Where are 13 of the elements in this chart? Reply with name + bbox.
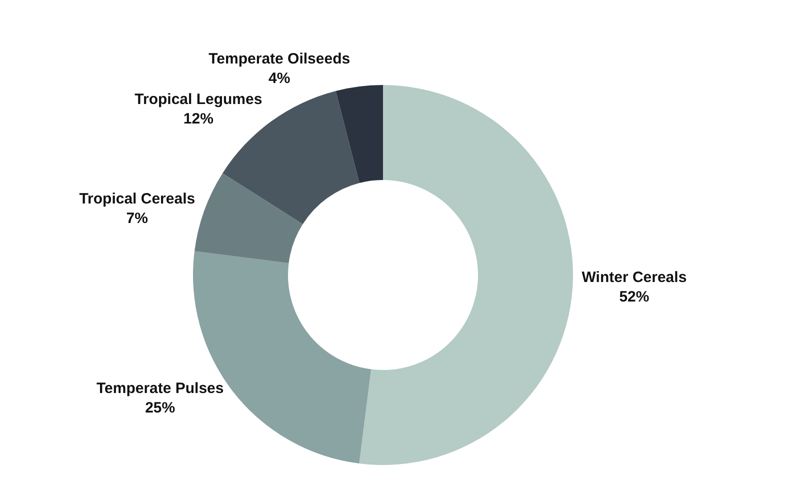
donut-slice bbox=[336, 85, 383, 183]
data-label: 7% bbox=[126, 210, 148, 227]
slice-label: Winter Cereals bbox=[582, 268, 687, 286]
donut-slice bbox=[359, 85, 573, 465]
slice-label: Temperate Oilseeds bbox=[208, 50, 350, 68]
data-label: 4% bbox=[268, 70, 290, 87]
data-label: 25% bbox=[145, 400, 176, 417]
slice-label: Tropical Cereals bbox=[79, 190, 196, 208]
slice-label: Tropical Legumes bbox=[134, 91, 262, 108]
donut-slice bbox=[194, 173, 303, 264]
data-label: 12% bbox=[183, 110, 214, 128]
data-label: 52% bbox=[619, 288, 650, 306]
slice-label: Temperate Pulses bbox=[96, 380, 224, 398]
